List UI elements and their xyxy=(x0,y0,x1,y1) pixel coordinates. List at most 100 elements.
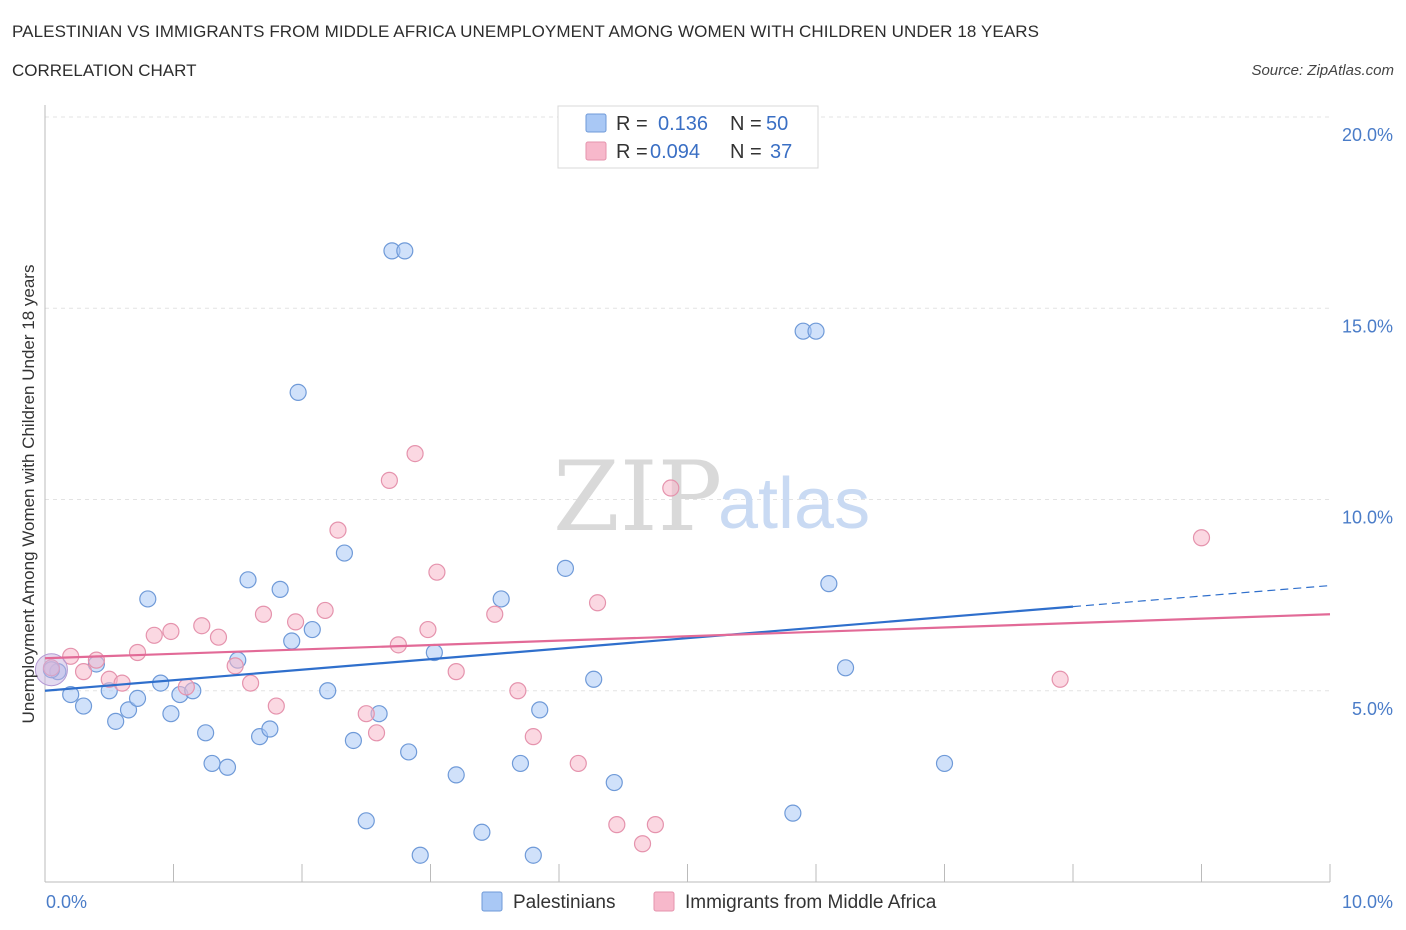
point-immigrants-25 xyxy=(428,563,446,581)
point-immigrants-29 xyxy=(524,728,542,746)
point-palestinians-38 xyxy=(524,846,542,864)
point-immigrants-17 xyxy=(316,601,334,620)
point-palestinians-17 xyxy=(239,571,257,589)
trend-lines xyxy=(44,584,1331,692)
source-credit: Source: ZipAtlas.com xyxy=(1251,62,1394,79)
chart-title: PALESTINIAN VS IMMIGRANTS FROM MIDDLE AF… xyxy=(12,22,1040,41)
point-palestinians-10 xyxy=(162,705,180,723)
axes xyxy=(44,105,1331,883)
x-tick-label-0: 0.0% xyxy=(46,892,87,912)
point-palestinians-43 xyxy=(784,804,802,822)
point-immigrants-32 xyxy=(608,816,626,834)
point-immigrants-7 xyxy=(145,626,163,644)
point-immigrants-18 xyxy=(329,521,347,539)
legend-n-value-2: 37 xyxy=(770,141,792,163)
point-palestinians-39 xyxy=(531,701,549,719)
point-palestinians-48 xyxy=(935,754,954,773)
point-palestinians-1 xyxy=(62,685,80,704)
point-immigrants-27 xyxy=(486,605,504,623)
point-palestinians-42 xyxy=(605,773,623,792)
legend: R = 0.136 N = 50 R = 0.094 N = 37 xyxy=(557,105,819,169)
chart-subtitle: CORRELATION CHART xyxy=(12,61,197,80)
point-palestinians-15 xyxy=(218,758,237,776)
point-immigrants-2 xyxy=(74,663,93,681)
legend-swatch-immigrants xyxy=(585,141,607,161)
point-palestinians-26 xyxy=(344,731,362,750)
watermark: ZIP atlas xyxy=(553,441,870,553)
point-palestinians-22 xyxy=(289,383,307,401)
point-immigrants-19 xyxy=(357,705,375,723)
point-palestinians-5 xyxy=(107,712,125,730)
bottom-legend-label-palestinians: Palestinians xyxy=(513,892,615,913)
legend-n-label-2: N = xyxy=(730,141,762,163)
point-immigrants-26 xyxy=(447,663,465,681)
point-palestinians-8 xyxy=(139,590,157,608)
grid-lines xyxy=(45,116,1330,692)
point-immigrants-10 xyxy=(193,617,211,635)
point-palestinians-45 xyxy=(807,322,825,340)
point-immigrants-8 xyxy=(162,622,180,641)
point-immigrants-16 xyxy=(286,613,305,631)
bottom-legend: Palestinians Immigrants from Middle Afri… xyxy=(481,891,937,913)
point-immigrants-21 xyxy=(380,471,398,489)
legend-r-label-2: R = xyxy=(616,141,648,163)
y-axis-label: Unemployment Among Women with Children U… xyxy=(19,265,38,724)
point-immigrants-33 xyxy=(633,835,652,853)
point-immigrants-11 xyxy=(209,628,228,646)
point-immigrants-36 xyxy=(1051,670,1069,688)
legend-r-value-2: 0.094 xyxy=(650,141,700,163)
point-immigrants-14 xyxy=(254,605,273,623)
point-palestinians-7 xyxy=(128,689,147,708)
point-immigrants-35 xyxy=(662,479,680,497)
point-palestinians-31 xyxy=(400,743,418,761)
point-palestinians-46 xyxy=(820,575,838,593)
trend-line-0 xyxy=(44,605,1074,692)
point-palestinians-30 xyxy=(396,242,414,260)
tick-labels: 5.0% 10.0% 15.0% 20.0% 0.0% 10.0% xyxy=(46,125,1393,912)
watermark-zip: ZIP xyxy=(553,441,722,553)
point-immigrants-28 xyxy=(509,682,527,700)
legend-n-label-1: N = xyxy=(730,113,762,135)
point-palestinians-34 xyxy=(447,766,465,784)
point-palestinians-14 xyxy=(203,754,221,773)
watermark-atlas: atlas xyxy=(718,464,870,544)
data-points xyxy=(34,242,1211,864)
point-palestinians-6 xyxy=(119,701,138,719)
point-immigrants-6 xyxy=(128,643,147,662)
legend-r-value-1: 0.136 xyxy=(658,113,708,135)
point-palestinians-32 xyxy=(411,846,429,864)
bottom-legend-label-immigrants: Immigrants from Middle Africa xyxy=(685,892,937,913)
point-palestinians-13 xyxy=(197,724,215,742)
point-immigrants-20 xyxy=(367,724,386,742)
point-palestinians-24 xyxy=(319,682,337,700)
point-palestinians-9 xyxy=(152,674,170,692)
point-palestinians-2 xyxy=(74,697,93,715)
point-palestinians-21 xyxy=(283,632,301,650)
point-palestinians-20 xyxy=(271,580,289,598)
point-palestinians-19 xyxy=(261,720,279,738)
y-tick-label-2: 15.0% xyxy=(1342,316,1393,336)
legend-n-value-1: 50 xyxy=(766,113,788,135)
point-immigrants-31 xyxy=(588,594,607,612)
x-tick-label-1: 10.0% xyxy=(1342,892,1393,912)
point-immigrants-34 xyxy=(646,816,664,834)
point-immigrants-24 xyxy=(419,620,437,639)
point-palestinians-27 xyxy=(357,812,375,830)
y-tick-label-3: 20.0% xyxy=(1342,125,1393,145)
legend-r-label-1: R = xyxy=(616,113,648,135)
point-palestinians-37 xyxy=(511,754,530,773)
y-tick-label-1: 10.0% xyxy=(1342,508,1393,528)
trend-extension-0 xyxy=(1072,584,1331,608)
point-palestinians-35 xyxy=(473,823,491,841)
trend-line-1 xyxy=(44,613,1331,660)
point-palestinians-40 xyxy=(556,559,575,577)
point-immigrants-15 xyxy=(267,697,285,715)
bottom-legend-swatch-immigrants xyxy=(653,891,675,912)
legend-swatch-palestinians xyxy=(585,113,607,133)
point-immigrants-9 xyxy=(177,678,195,696)
point-palestinians-23 xyxy=(303,620,321,639)
point-palestinians-25 xyxy=(335,544,354,562)
point-immigrants-12 xyxy=(226,657,244,675)
point-palestinians-36 xyxy=(492,590,510,608)
y-tick-label-0: 5.0% xyxy=(1352,699,1393,719)
